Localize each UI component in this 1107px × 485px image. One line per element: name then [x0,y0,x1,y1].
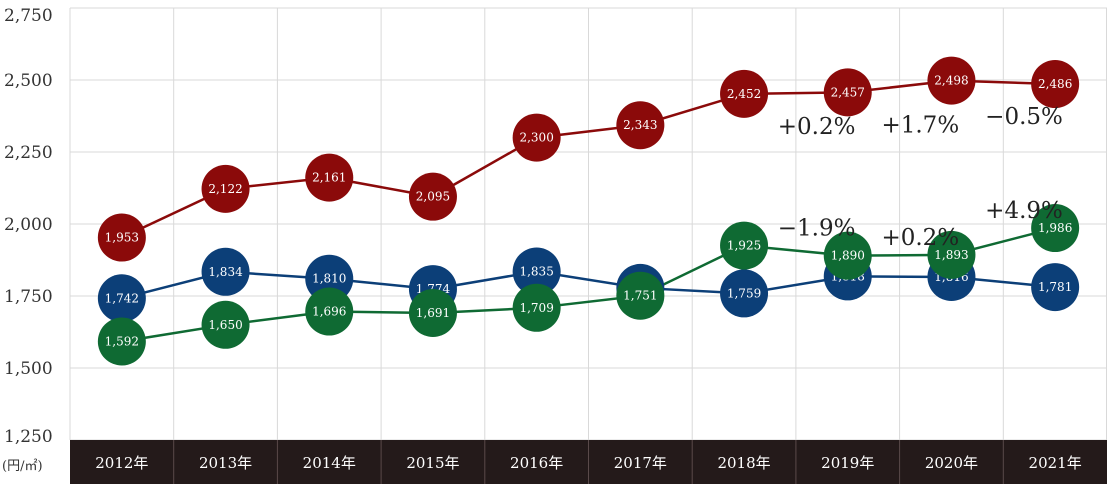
x-tick-label: 2018年 [717,454,770,472]
y-unit-label: (円/㎡) [2,459,43,474]
change-annotation: −1.9% [778,216,856,242]
data-point [1031,204,1080,253]
data-label: 2,452 [727,87,761,101]
data-label: 1,834 [208,265,243,279]
data-label: 2,343 [623,118,657,132]
data-point [305,287,354,336]
data-point [305,254,354,303]
data-point [408,288,457,337]
data-label: 2,486 [1038,77,1072,91]
data-label: 2,122 [208,182,242,196]
data-point [512,247,561,296]
series-line-2 [121,226,1056,343]
y-tick-label: 2,750 [4,6,53,26]
y-tick-label: 2,500 [4,71,53,91]
data-label: 2,498 [934,74,968,88]
x-tick-label: 2019年 [821,454,874,472]
x-tick-label: 2015年 [406,454,459,472]
series-points: 1,953 2,122 2,161 2,095 2,300 2,343 2,452 2,457… [97,56,1080,366]
x-tick-label: 2014年 [303,454,356,472]
data-label: 2,161 [312,171,346,185]
data-point [97,317,146,366]
data-label: 1,953 [105,231,139,245]
data-point [201,164,250,213]
data-label: 1,986 [1038,221,1072,235]
change-annotations: +0.2% +1.7% −0.5% −1.9% +0.2% +4.9% [778,104,1063,251]
data-point [201,300,250,349]
data-point [201,247,250,296]
data-point [616,101,665,150]
x-tick-label: 2013年 [199,454,252,472]
x-tick-label: 2016年 [510,454,563,472]
change-annotation: −0.5% [985,104,1063,130]
data-label: 1,759 [727,286,761,300]
x-tick-label: 2017年 [614,454,667,472]
data-point [512,113,561,162]
change-annotation: +0.2% [778,114,856,140]
data-label: 1,650 [208,318,242,332]
data-point [720,69,769,118]
data-label: 1,810 [312,272,346,286]
series-line-1 [121,270,1056,300]
data-point [512,283,561,332]
data-label: 1,925 [727,239,761,253]
data-label: 1,781 [1038,280,1072,294]
data-point [1031,60,1080,109]
change-annotation: +1.7% [881,112,959,138]
data-label: 1,835 [519,265,553,279]
data-label: 1,890 [831,249,865,263]
data-point [927,230,976,279]
data-point [305,153,354,202]
data-label: 1,592 [105,335,139,349]
data-label: 1,691 [416,306,450,320]
data-point [408,172,457,221]
data-point [97,274,146,323]
series-lines [121,79,1056,343]
data-label: 1,893 [934,248,968,262]
y-tick-label: 2,000 [4,215,53,235]
y-axis: 1,250 1,500 1,750 2,000 2,250 2,500 2,750 [4,6,53,447]
change-annotation: +4.9% [985,198,1063,224]
y-tick-label: 1,250 [4,427,53,447]
data-point [720,269,769,318]
data-point [823,231,872,280]
data-label: 1,751 [623,289,657,303]
data-point [97,213,146,262]
data-point [1031,263,1080,312]
data-point [823,68,872,117]
y-tick-label: 1,750 [4,287,53,307]
data-label: 1,709 [519,301,553,315]
data-label: 2,095 [416,190,450,204]
data-point [720,221,769,270]
data-label: 1,696 [312,305,346,319]
data-point [616,271,665,320]
data-label: 2,300 [519,131,553,145]
series-line-0 [121,79,1056,239]
x-tick-label: 2021年 [1029,454,1082,472]
change-annotation: +0.2% [881,225,959,251]
x-axis-band: 2012年 2013年 2014年 2015年 2016年 2017年 2018年 2019年… [70,440,1107,484]
x-tick-label: 2012年 [95,454,148,472]
y-tick-label: 1,500 [4,359,53,379]
data-label: 2,457 [831,85,865,99]
y-tick-label: 2,250 [4,143,53,163]
data-point [927,56,976,105]
x-tick-label: 2020年 [925,454,978,472]
data-label: 1,742 [105,291,139,305]
